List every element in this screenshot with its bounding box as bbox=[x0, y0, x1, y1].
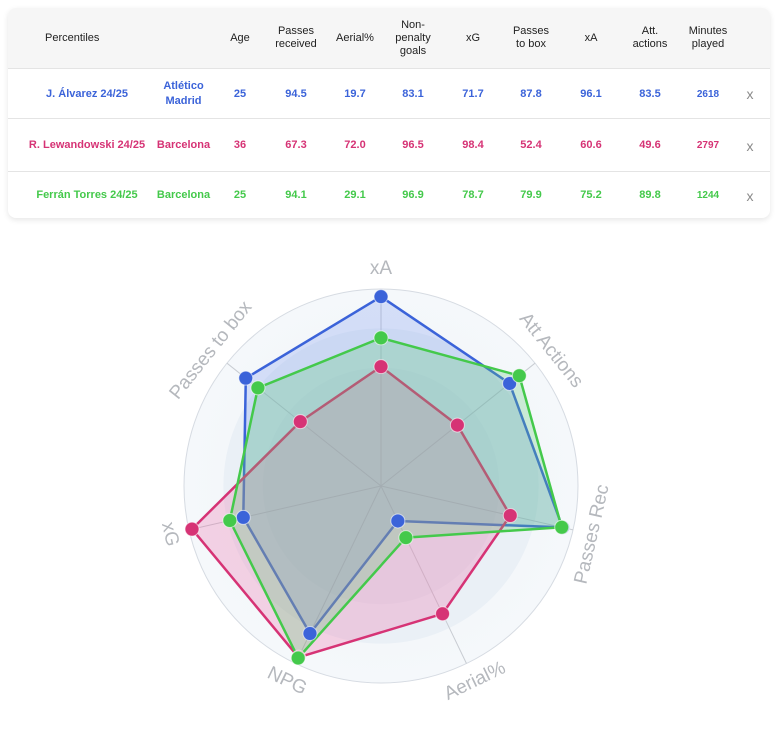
series-point bbox=[302, 625, 318, 641]
series-point bbox=[502, 375, 518, 391]
radar-spoke bbox=[188, 485, 382, 531]
npg-value: 96.9 bbox=[402, 189, 424, 201]
series-point bbox=[373, 289, 389, 305]
xg-value: 78.7 bbox=[462, 189, 484, 201]
passes-box-value: 79.9 bbox=[520, 189, 542, 201]
header-xa: xA bbox=[584, 31, 598, 44]
header-npg: Non-penalty goals bbox=[395, 18, 431, 57]
series-point bbox=[250, 380, 266, 396]
player-name: J. Álvarez 24/25 bbox=[46, 87, 128, 100]
axis-label: xG bbox=[157, 520, 183, 548]
att-actions-value: 49.6 bbox=[639, 139, 661, 151]
radar-spoke bbox=[380, 485, 574, 531]
header-passes-received: Passes received bbox=[275, 25, 317, 50]
minutes-value: 2797 bbox=[696, 140, 720, 151]
header-aerial: Aerial% bbox=[336, 31, 374, 44]
series-point bbox=[398, 530, 414, 546]
series-point bbox=[554, 519, 570, 535]
passes-received-value: 94.1 bbox=[285, 189, 307, 201]
series-point bbox=[502, 508, 518, 524]
series-point bbox=[511, 368, 527, 384]
att-actions-value: 83.5 bbox=[639, 87, 661, 100]
player-team: Atlético Madrid bbox=[163, 80, 204, 107]
passes-box-value: 87.8 bbox=[520, 87, 542, 100]
series-point bbox=[290, 650, 306, 666]
passes-received-value: 94.5 bbox=[285, 87, 307, 100]
remove-player-button[interactable]: x bbox=[746, 137, 754, 154]
player-name: Ferrán Torres 24/25 bbox=[36, 189, 138, 201]
series-point bbox=[449, 417, 465, 433]
age-value: 25 bbox=[233, 189, 247, 201]
minutes-value: 2618 bbox=[696, 88, 720, 100]
header-xg: xG bbox=[465, 31, 481, 44]
series-point bbox=[390, 513, 406, 529]
xg-value: 71.7 bbox=[462, 87, 484, 100]
series-point bbox=[292, 414, 308, 430]
table-row: Ferrán Torres 24/25 Barcelona 25 94.1 29… bbox=[8, 171, 770, 219]
series-point bbox=[184, 521, 200, 537]
table-row: R. Lewandowski 24/25 Barcelona 36 67.3 7… bbox=[8, 118, 770, 172]
player-team: Barcelona bbox=[156, 139, 211, 151]
header-age: Age bbox=[230, 31, 250, 44]
table-header: Percentiles Age Passes received Aerial% … bbox=[8, 8, 770, 68]
series-area-1 bbox=[242, 295, 564, 635]
player-team: Barcelona bbox=[156, 189, 211, 201]
percentile-table: Percentiles Age Passes received Aerial% … bbox=[8, 8, 770, 218]
radar-series bbox=[184, 289, 570, 666]
aerial-value: 72.0 bbox=[344, 139, 366, 151]
xa-value: 96.1 bbox=[580, 87, 602, 100]
series-area-3 bbox=[228, 336, 563, 660]
xa-value: 60.6 bbox=[580, 139, 602, 151]
series-point bbox=[373, 330, 389, 346]
minutes-value: 1244 bbox=[696, 190, 720, 201]
remove-player-button[interactable]: x bbox=[746, 187, 754, 204]
axis-label: NPG bbox=[264, 663, 310, 700]
passes-box-value: 52.4 bbox=[520, 139, 542, 151]
axis-label: xA bbox=[370, 258, 393, 279]
npg-value: 96.5 bbox=[402, 139, 424, 151]
series-point bbox=[222, 512, 238, 528]
header-percentiles: Percentiles bbox=[45, 31, 100, 44]
npg-value: 83.1 bbox=[402, 87, 424, 100]
series-point bbox=[238, 370, 254, 386]
series-point bbox=[435, 606, 451, 622]
header-minutes: Minutes played bbox=[688, 25, 728, 50]
series-area-2 bbox=[190, 365, 512, 659]
player-name: R. Lewandowski 24/25 bbox=[28, 139, 146, 151]
aerial-value: 19.7 bbox=[344, 87, 366, 100]
header-passes-box: Passes to box bbox=[512, 25, 550, 50]
xg-value: 98.4 bbox=[462, 139, 484, 151]
age-value: 25 bbox=[233, 87, 247, 100]
series-point bbox=[235, 509, 251, 525]
header-att-actions: Att. actions bbox=[632, 25, 668, 50]
xa-value: 75.2 bbox=[580, 189, 602, 201]
table-row: J. Álvarez 24/25 Atlético Madrid 25 94.5… bbox=[8, 68, 770, 119]
aerial-value: 29.1 bbox=[344, 189, 366, 201]
passes-received-value: 67.3 bbox=[285, 139, 307, 151]
age-value: 36 bbox=[233, 139, 247, 151]
att-actions-value: 89.8 bbox=[639, 189, 661, 201]
remove-player-button[interactable]: x bbox=[746, 86, 754, 102]
series-point bbox=[373, 359, 389, 375]
